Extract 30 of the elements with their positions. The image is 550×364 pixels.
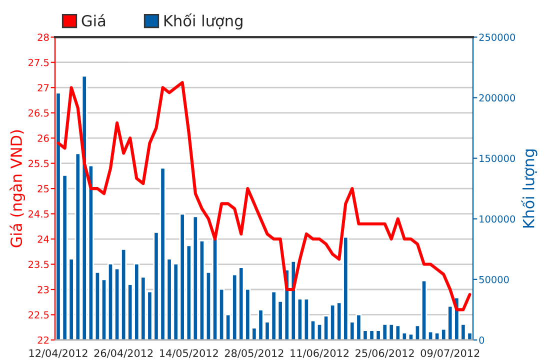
y2-tick-label: 100000	[480, 215, 516, 223]
y-tick-label: 23	[38, 286, 49, 294]
x-tick-label: 28/05/2012	[224, 349, 284, 358]
y2-tick-label: 150000	[480, 154, 516, 162]
y2-tick-label: 0	[479, 336, 484, 344]
y-axis-title: Giá (ngàn VND)	[10, 130, 26, 248]
y2-tick-label: 200000	[479, 94, 516, 102]
y2-axis-title: Khối lượng	[521, 150, 538, 228]
legend-label: Khối lượng	[164, 13, 242, 30]
x-tick-label: 26/04/2012	[94, 349, 153, 358]
y-tick-label: 25	[38, 185, 49, 192]
x-tick-label: 25/06/2012	[356, 349, 414, 358]
y-tick-label: 26	[38, 134, 49, 142]
y-tick-label: 22	[38, 336, 48, 344]
y-tick-label: 24	[38, 236, 49, 243]
y-tick-label: 22.5	[28, 311, 49, 319]
legend-label: Giá	[82, 14, 106, 27]
x-tick-label: 09/07/2012	[420, 349, 480, 358]
x-tick-label: 14/05/2012	[160, 349, 218, 358]
y-tick-label: 27.5	[28, 58, 49, 66]
y2-tick-label: 250000	[479, 34, 516, 41]
y-tick-label: 23.5	[28, 260, 49, 268]
y-tick-label: 28	[38, 34, 49, 41]
y-tick-label: 26.5	[28, 109, 49, 117]
y-tick-label: 27	[38, 84, 49, 92]
x-tick-label: 12/04/2012	[29, 349, 88, 358]
y-tick-label: 25.5	[28, 160, 49, 168]
y2-tick-label: 50000	[479, 276, 509, 284]
x-tick-label: 11/06/2012	[290, 349, 348, 358]
y-tick-label: 24.5	[28, 210, 49, 218]
